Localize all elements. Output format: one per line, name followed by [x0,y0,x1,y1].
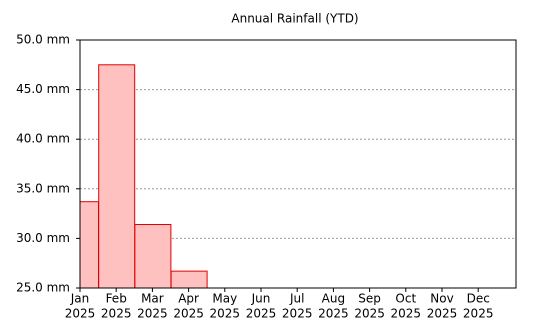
y-tick-label: 45.0 mm [16,82,70,96]
plot-frame [79,39,517,289]
bar [98,64,136,288]
x-tick-label: Oct [395,292,416,306]
x-tick-label: Aug [322,292,345,306]
bars [80,64,208,288]
chart-title: Annual Rainfall (YTD) [231,12,358,26]
x-tick-label: 2025 [65,307,96,321]
y-tick-label: 25.0 mm [16,281,70,295]
x-tick-label: Jun [251,292,271,306]
x-tick-label: 2025 [246,307,277,321]
y-tick-label: 35.0 mm [16,181,70,195]
x-tick-label: 2025 [463,307,494,321]
x-tick-label: Feb [106,292,127,306]
x-tick-label: Jan [70,292,90,306]
y-tick-label: 40.0 mm [16,132,70,146]
x-tick-label: 2025 [173,307,204,321]
x-tick-label: 2025 [391,307,422,321]
x-tick-label: Sep [358,292,381,306]
x-tick-label: 2025 [137,307,168,321]
x-tick-label: May [212,292,237,306]
x-tick-label: 2025 [282,307,313,321]
x-tick-label: Dec [467,292,490,306]
x-tick-label: Nov [430,292,453,306]
x-tick-label: Apr [178,292,199,306]
x-tick-label: Mar [141,292,164,306]
y-tick-label: 30.0 mm [16,231,70,245]
x-tick-label: 2025 [210,307,241,321]
bar [170,270,208,288]
x-tick-label: 2025 [354,307,385,321]
x-tick-label: Jul [289,292,304,306]
y-tick-label: 50.0 mm [16,33,70,47]
x-tick-label: 2025 [318,307,349,321]
x-tick-label: 2025 [101,307,132,321]
bar [134,224,172,288]
x-tick-label: 2025 [427,307,458,321]
